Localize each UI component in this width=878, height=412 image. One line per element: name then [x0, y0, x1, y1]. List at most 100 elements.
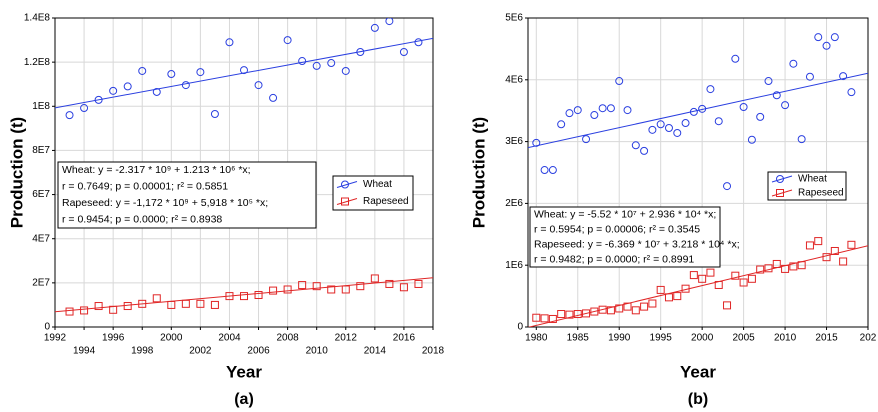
marker [312, 61, 321, 70]
y-tick-label: 5E6 [505, 13, 523, 24]
marker [606, 306, 615, 315]
marker [673, 292, 682, 301]
legend-box [767, 171, 847, 201]
marker [370, 23, 379, 32]
marker [598, 305, 607, 314]
marker [648, 299, 657, 308]
marker [152, 87, 161, 96]
marker [789, 262, 798, 271]
marker [123, 302, 132, 311]
marker [681, 119, 690, 128]
marker [805, 241, 814, 250]
marker [138, 299, 147, 308]
marker [557, 310, 566, 319]
marker [532, 313, 541, 322]
marker [548, 314, 557, 323]
x-tick-label: 2000 [160, 333, 183, 344]
marker [540, 314, 549, 323]
marker [327, 285, 336, 294]
marker [590, 307, 599, 316]
marker [689, 107, 698, 116]
y-tick-label: 8E7 [32, 145, 50, 156]
marker [673, 128, 682, 137]
marker [731, 54, 740, 63]
marker [298, 281, 307, 290]
x-tick-label: 2002 [189, 346, 212, 357]
x-tick-label: 1994 [73, 346, 96, 357]
marker [109, 86, 118, 95]
fit-line [55, 37, 433, 109]
marker [341, 66, 350, 75]
chart: 0 1E6 2E6 3E6 4E6 5E6 1980 1985 1990 1995 2000 2005… [469, 13, 876, 409]
x-tick-label: 1985 [567, 333, 590, 344]
y-tick-label: 1E6 [505, 260, 523, 271]
marker [656, 285, 665, 294]
marker [747, 135, 756, 144]
marker [772, 91, 781, 100]
y-tick-label: 0 [44, 322, 50, 333]
marker [839, 257, 848, 266]
marker [582, 135, 591, 144]
marker [747, 274, 756, 283]
legend-label: Wheat [798, 174, 827, 185]
x-tick-label: 2000 [691, 333, 714, 344]
marker [756, 265, 765, 274]
marker [681, 284, 690, 293]
marker [781, 264, 790, 273]
marker [269, 286, 278, 295]
marker [548, 166, 557, 175]
legend-label: Rapeseed [363, 196, 409, 207]
annotation-line: r = 0.9454; p = 0.0000; r² = 0.8938 [62, 214, 222, 226]
marker [772, 259, 781, 268]
y-tick-label: 1E8 [32, 101, 50, 112]
annotation-line: Rapeseed: y = -1,172 * 10⁹ + 5,918 * 10⁵… [62, 197, 268, 209]
legend-label: Wheat [363, 179, 392, 190]
marker [623, 302, 632, 311]
marker [152, 294, 161, 303]
y-tick-label: 2E6 [505, 198, 523, 209]
marker [631, 306, 640, 315]
marker [399, 283, 408, 292]
marker [615, 77, 624, 86]
y-tick-label: 2E7 [32, 277, 50, 288]
x-axis-title: Year [680, 362, 716, 381]
x-tick-label: 1998 [131, 346, 154, 357]
marker [830, 33, 839, 42]
marker [648, 125, 657, 134]
marker [739, 278, 748, 287]
marker [776, 175, 784, 183]
marker [341, 180, 349, 189]
x-tick-label: 1996 [102, 333, 125, 344]
marker [698, 274, 707, 283]
fit-line [528, 245, 868, 327]
marker [181, 299, 190, 308]
marker [822, 41, 831, 50]
marker [385, 18, 394, 26]
marker [181, 81, 190, 90]
x-tick-label: 2006 [247, 346, 270, 357]
x-tick-label: 1990 [608, 333, 631, 344]
marker [781, 101, 790, 110]
marker [689, 271, 698, 280]
marker [664, 293, 673, 302]
marker [830, 246, 839, 255]
marker [731, 271, 740, 280]
marker [764, 77, 773, 86]
marker [283, 36, 292, 45]
marker [65, 307, 74, 316]
marker [94, 302, 103, 311]
marker [706, 85, 715, 94]
marker [797, 135, 806, 144]
marker [283, 285, 292, 294]
marker [573, 106, 582, 115]
marker [565, 310, 574, 319]
marker [210, 110, 219, 119]
x-tick-label: 2010 [774, 333, 797, 344]
marker [80, 306, 89, 315]
y-axis-title: Production (t) [469, 117, 488, 228]
marker [341, 285, 350, 294]
marker [254, 290, 263, 299]
marker [565, 109, 574, 118]
x-tick-label: 2015 [815, 333, 838, 344]
marker [210, 300, 219, 309]
